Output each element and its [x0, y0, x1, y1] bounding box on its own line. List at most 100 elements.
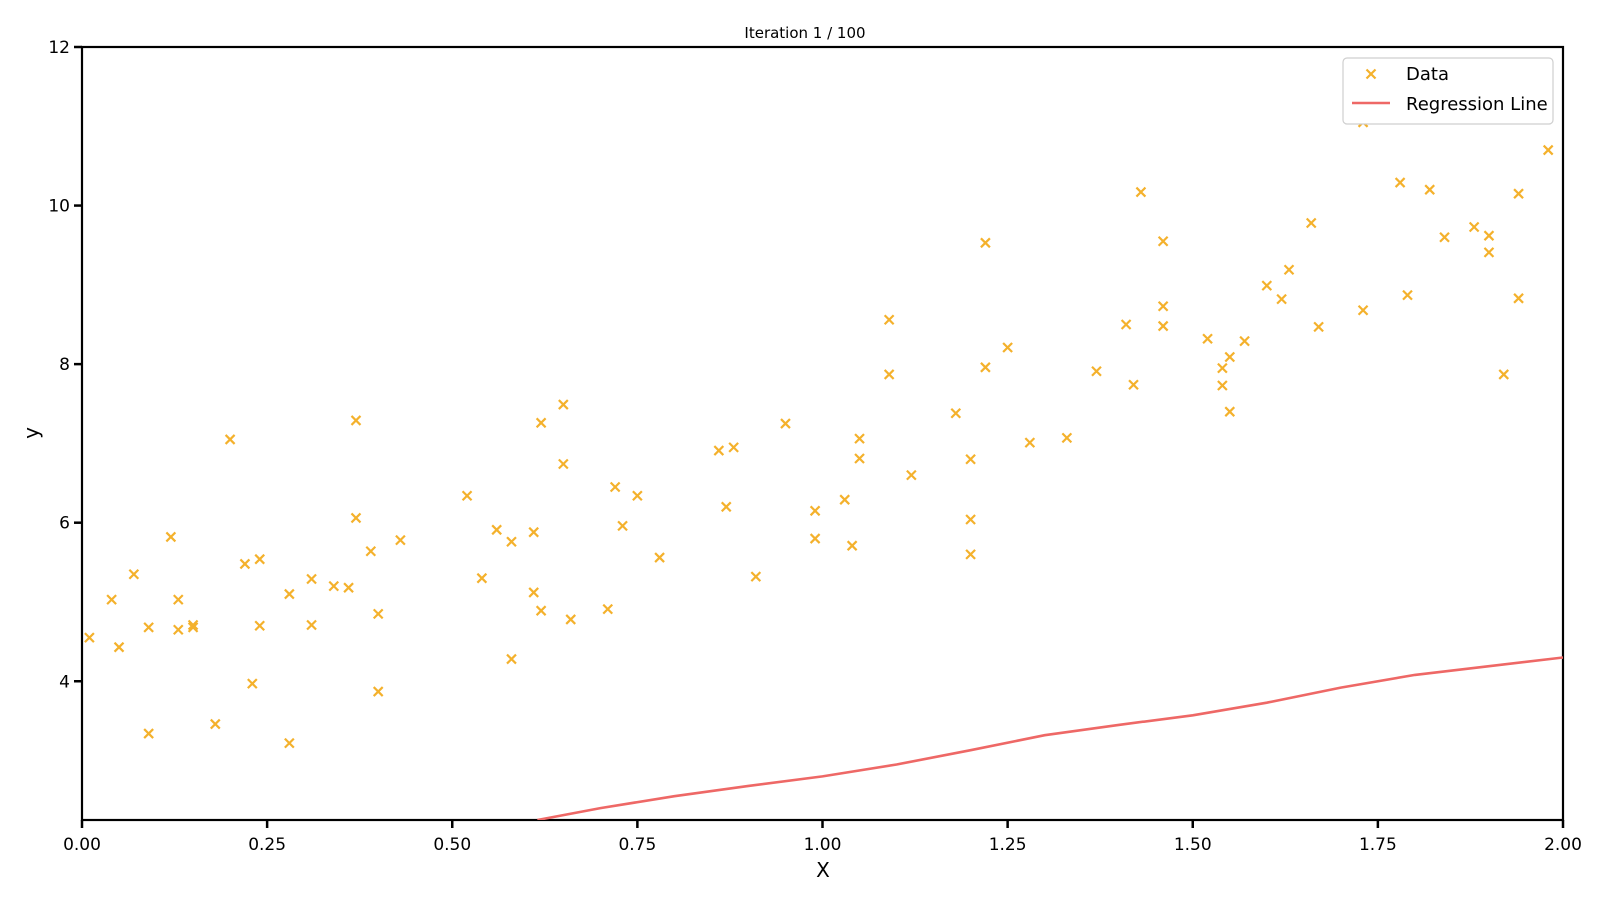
legend-data-marker [1365, 68, 1377, 80]
data-point [1439, 231, 1450, 243]
data-point [1513, 188, 1524, 199]
y-tick-label: 4 [59, 672, 70, 692]
x-tick-label: 1.00 [804, 835, 842, 855]
data-point [284, 737, 295, 749]
plot-frame [80, 45, 1565, 822]
data-point [247, 678, 258, 689]
data-point [328, 580, 340, 592]
regression-line [537, 656, 1563, 820]
data-point [284, 588, 295, 600]
data-point [854, 453, 865, 464]
data-point [535, 417, 547, 429]
data-point [1217, 362, 1228, 374]
data-point [965, 549, 976, 560]
data-point [1120, 319, 1132, 330]
data-point [617, 520, 628, 532]
data-point [1513, 293, 1524, 304]
data-point [491, 524, 502, 536]
data-point [1217, 380, 1228, 391]
data-point [350, 415, 362, 426]
data-point [1128, 379, 1139, 391]
data-point [172, 624, 184, 636]
data-point [143, 622, 154, 633]
data-points-layer [84, 117, 1554, 749]
x-tick-label: 0.75 [618, 835, 656, 855]
data-point [239, 558, 251, 570]
data-point [165, 531, 177, 543]
data-point [906, 469, 917, 481]
x-tick-label: 1.75 [1359, 835, 1397, 855]
data-point [980, 237, 991, 249]
data-point [1157, 235, 1169, 247]
data-point [654, 552, 665, 563]
y-tick-label: 10 [48, 197, 70, 217]
data-point [1305, 217, 1317, 229]
data-point [528, 526, 539, 538]
data-point [720, 501, 732, 513]
data-point [372, 608, 384, 620]
data-point [143, 728, 154, 739]
data-point [750, 571, 762, 582]
data-point [839, 494, 850, 505]
data-point [1091, 365, 1102, 377]
data-point [106, 594, 117, 605]
data-point [84, 632, 95, 643]
data-point [306, 573, 317, 585]
data-point [254, 620, 265, 632]
data-point [372, 686, 384, 697]
x-tick-label: 0.00 [63, 835, 101, 855]
data-point [1498, 369, 1510, 380]
data-point [1261, 280, 1273, 291]
data-point [980, 362, 991, 373]
y-tick-label: 8 [59, 355, 70, 375]
data-point [558, 458, 569, 470]
data-point [1157, 320, 1169, 332]
data-point [528, 587, 539, 598]
regression-line-layer [537, 656, 1563, 820]
data-point [1276, 293, 1287, 305]
data-point [728, 442, 739, 453]
data-point [1202, 333, 1213, 345]
data-point [365, 545, 377, 557]
data-point [350, 512, 362, 524]
data-point [609, 481, 621, 493]
data-point [506, 536, 517, 547]
x-axis-label: X [816, 858, 830, 882]
data-point [632, 490, 643, 502]
data-point [172, 594, 184, 605]
data-point [506, 653, 517, 665]
data-point [1283, 264, 1295, 276]
data-point [1002, 342, 1013, 353]
data-point [780, 418, 791, 429]
data-point [1157, 300, 1169, 312]
x-tick-label: 0.25 [248, 835, 286, 855]
data-point [1024, 437, 1036, 448]
data-point [558, 399, 569, 410]
data-point [1394, 177, 1406, 188]
data-point [395, 534, 406, 546]
data-point [461, 490, 473, 502]
y-axis-label: y [19, 427, 43, 439]
data-point [1402, 289, 1413, 301]
data-point [965, 514, 976, 525]
data-point [602, 603, 614, 615]
legend: Data Regression Line [1342, 57, 1554, 125]
y-tick-label: 6 [59, 514, 70, 534]
data-point [883, 369, 895, 380]
data-point [883, 314, 895, 326]
data-point [128, 568, 140, 580]
data-point [1224, 351, 1236, 363]
data-point [476, 572, 488, 584]
legend-box [1342, 57, 1554, 125]
x-tick-label: 1.50 [1174, 835, 1212, 855]
data-point [1061, 432, 1073, 444]
data-point [535, 605, 547, 616]
data-point [254, 553, 265, 565]
x-axis-ticks: 0.00 0.25 0.50 0.75 1.00 1.25 1.50 1.75 2.00 [63, 820, 1582, 855]
data-point [306, 619, 317, 631]
data-point [343, 582, 354, 593]
data-point [713, 445, 725, 456]
data-point [1542, 144, 1554, 156]
data-point [187, 622, 199, 633]
